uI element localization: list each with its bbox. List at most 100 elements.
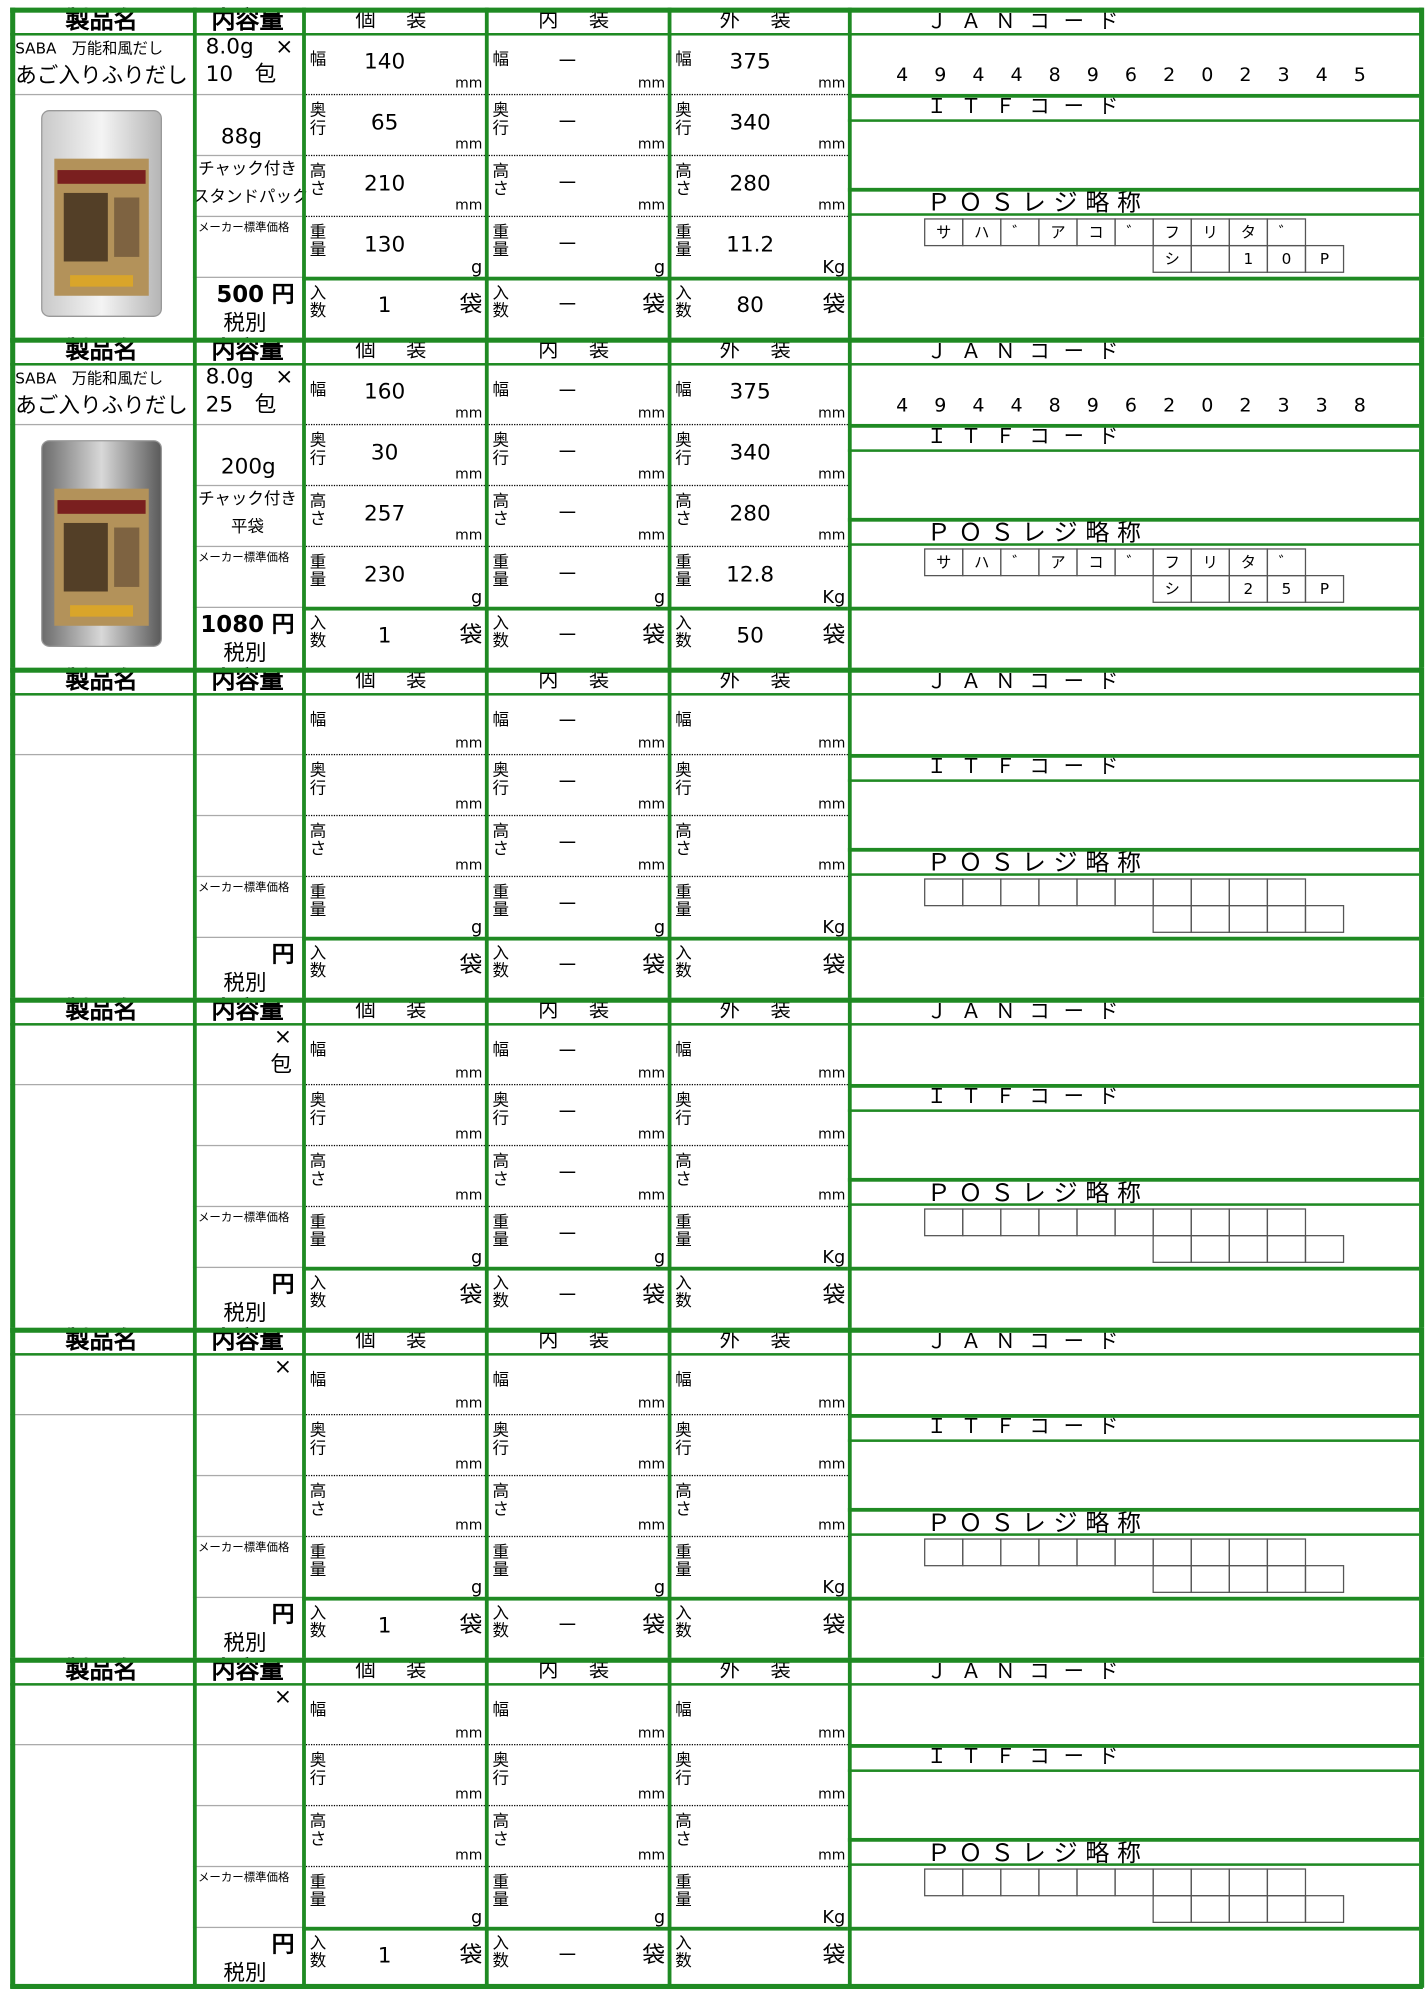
- rule: [10, 1327, 1423, 1333]
- dim-unit: mm: [818, 465, 846, 483]
- dim-label: 高さ: [675, 1482, 692, 1520]
- dim-unit: 袋: [642, 1612, 666, 1639]
- jan-label: ＪＡＮコード: [926, 998, 1133, 1024]
- dim-label: 幅: [492, 1700, 510, 1720]
- pos-cell: ゛: [1000, 548, 1040, 577]
- dim-unit: g: [471, 1247, 483, 1269]
- pos-cell: [1076, 1868, 1116, 1897]
- dim-unit: mm: [455, 1846, 483, 1864]
- rule: [847, 1744, 1420, 1748]
- product-image: [41, 110, 162, 317]
- dim-value: －: [556, 1222, 579, 1248]
- jan-code: 4944896202345: [896, 63, 1392, 87]
- pos-cell: [1228, 1538, 1269, 1567]
- dim-unit: mm: [637, 1394, 666, 1412]
- dim-value: －: [556, 1613, 579, 1639]
- pos-label: ＰＯＳレジ略称: [926, 1839, 1149, 1868]
- maker-price-label: メーカー標準価格: [198, 552, 290, 565]
- rule: [10, 1744, 193, 1746]
- dotted-rule: [488, 1205, 668, 1208]
- dim-value: 50: [736, 623, 764, 649]
- dim-label: 重量: [492, 1543, 510, 1581]
- dim-label: 高さ: [492, 1482, 510, 1520]
- rule: [192, 1474, 303, 1477]
- dim-unit: mm: [637, 1516, 666, 1534]
- pos-cell: [962, 878, 1002, 907]
- tax-label: 税別: [223, 1961, 267, 1987]
- dotted-rule: [671, 753, 848, 756]
- rule: [192, 997, 197, 1328]
- dim-unit: 袋: [459, 291, 483, 319]
- dim-unit: mm: [818, 1064, 846, 1082]
- pos-cell: [1038, 1538, 1078, 1567]
- rule: [10, 1327, 16, 1658]
- dim-value: 80: [736, 293, 764, 319]
- dotted-rule: [671, 1474, 848, 1477]
- dim-unit: mm: [637, 74, 666, 92]
- dim-label: 高さ: [675, 1152, 692, 1190]
- price: 1080 円: [193, 614, 294, 637]
- dim-label: 入数: [309, 1274, 327, 1312]
- dim-unit: 袋: [642, 1281, 666, 1309]
- dotted-rule: [305, 1205, 485, 1208]
- pos-cell: [1266, 1235, 1307, 1263]
- pos-cell: ゛: [1266, 548, 1307, 577]
- rule: [847, 1596, 1420, 1601]
- dim-label: 幅: [309, 1370, 327, 1390]
- pos-label: ＰＯＳレジ略称: [926, 1179, 1149, 1208]
- rule: [847, 873, 1420, 876]
- pos-cell: [1152, 1208, 1192, 1237]
- itf-label: ＩＴＦコード: [926, 423, 1133, 449]
- tax-label: 税別: [223, 971, 267, 997]
- dim-unit: mm: [637, 795, 666, 813]
- dim-unit: mm: [818, 74, 846, 92]
- dotted-rule: [488, 753, 668, 756]
- pos-cell: 0: [1266, 244, 1307, 273]
- product-name: SABA 万能和風だし: [15, 39, 164, 58]
- maker-price-label: メーカー標準価格: [198, 1872, 290, 1885]
- rule: [192, 93, 303, 96]
- rule: [10, 1353, 1423, 1356]
- rule: [302, 1657, 306, 1988]
- dim-unit: mm: [637, 1846, 666, 1864]
- pos-cell: [1000, 1538, 1040, 1567]
- header-inner: 内 装: [538, 337, 615, 362]
- pos-cell: [1190, 574, 1230, 603]
- content: 25 包: [205, 392, 277, 418]
- rule: [847, 1083, 1420, 1088]
- pos-cell: 2: [1228, 574, 1269, 603]
- dotted-rule: [671, 1535, 848, 1538]
- rule: [1419, 1327, 1425, 1658]
- pos-cell: サ: [924, 548, 964, 577]
- dim-unit: mm: [637, 404, 666, 422]
- dotted-rule: [305, 545, 485, 548]
- dim-unit: mm: [455, 1455, 483, 1473]
- dim-value: 280: [729, 171, 771, 197]
- dim-unit: 袋: [642, 1942, 666, 1969]
- rule: [192, 1926, 303, 1929]
- dim-label: 幅: [492, 1370, 510, 1390]
- pos-cell: ゛: [1114, 218, 1154, 247]
- dim-label: 入数: [675, 1604, 692, 1642]
- dim-label: 奥行: [492, 431, 510, 469]
- rule: [10, 7, 1423, 13]
- dim-value: －: [556, 623, 579, 649]
- dim-unit: 袋: [642, 951, 666, 979]
- dim-label: 奥行: [675, 1091, 692, 1129]
- price: 500 円: [193, 284, 294, 307]
- pos-cell: [1152, 1235, 1192, 1263]
- dotted-rule: [488, 484, 668, 487]
- rule: [302, 1266, 848, 1271]
- package-type: 平袋: [230, 517, 265, 537]
- pos-cell: [1152, 878, 1192, 907]
- dim-label: 重量: [675, 883, 692, 921]
- dotted-rule: [671, 814, 848, 817]
- rule: [847, 187, 1420, 192]
- rule: [302, 337, 306, 668]
- dim-value: －: [556, 953, 579, 979]
- dim-label: 奥行: [309, 431, 327, 469]
- rule: [192, 1657, 197, 1988]
- dim-label: 重量: [309, 553, 327, 591]
- dim-unit: 袋: [822, 291, 846, 319]
- dim-label: 入数: [492, 284, 510, 322]
